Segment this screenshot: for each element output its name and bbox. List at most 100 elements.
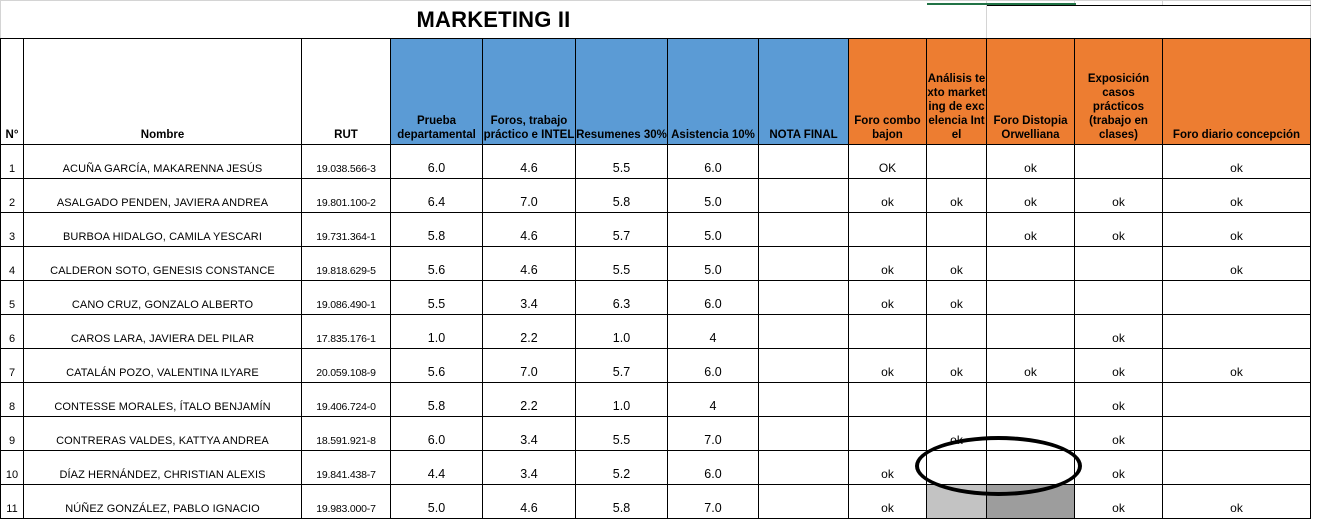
grade-foros[interactable]: 3.4: [482, 280, 576, 315]
mark-foro-distopia[interactable]: [986, 450, 1075, 485]
grade-asistencia[interactable]: 5.0: [667, 246, 759, 281]
grade-asistencia[interactable]: 4: [667, 382, 759, 417]
top-cell-right-3[interactable]: [1162, 0, 1311, 6]
grade-nota-final[interactable]: [758, 382, 849, 417]
grade-prueba[interactable]: 5.8: [390, 382, 483, 417]
student-rut[interactable]: 19.406.724-0: [301, 382, 391, 417]
grade-asistencia[interactable]: 5.0: [667, 178, 759, 213]
grade-prueba[interactable]: 5.6: [390, 348, 483, 383]
grade-resumenes[interactable]: 5.8: [575, 484, 668, 519]
header-rut[interactable]: RUT: [301, 38, 391, 145]
grade-resumenes[interactable]: 1.0: [575, 314, 668, 349]
mark-foro-distopia[interactable]: [986, 280, 1075, 315]
mark-foro-diario[interactable]: ok: [1162, 178, 1311, 213]
row-number[interactable]: 11: [0, 484, 24, 519]
row-number[interactable]: 1: [0, 144, 24, 179]
sheet-title[interactable]: MARKETING II: [0, 0, 987, 39]
mark-foro-distopia[interactable]: ok: [986, 212, 1075, 247]
row-number[interactable]: 3: [0, 212, 24, 247]
student-name[interactable]: DÍAZ HERNÁNDEZ, CHRISTIAN ALEXIS: [23, 450, 302, 485]
grade-nota-final[interactable]: [758, 246, 849, 281]
student-name[interactable]: BURBOA HIDALGO, CAMILA YESCARI: [23, 212, 302, 247]
grade-asistencia[interactable]: 6.0: [667, 280, 759, 315]
header-exposicion[interactable]: Exposición casos prácticos (trabajo en c…: [1074, 38, 1163, 145]
header-nombre[interactable]: Nombre: [23, 38, 302, 145]
mark-exposicion[interactable]: ok: [1074, 348, 1163, 383]
mark-foro-distopia[interactable]: [986, 314, 1075, 349]
mark-foro-combo[interactable]: [848, 314, 927, 349]
grade-asistencia[interactable]: 4: [667, 314, 759, 349]
student-rut[interactable]: 20.059.108-9: [301, 348, 391, 383]
grade-foros[interactable]: 7.0: [482, 348, 576, 383]
grade-asistencia[interactable]: 6.0: [667, 450, 759, 485]
student-name[interactable]: CALDERON SOTO, GENESIS CONSTANCE: [23, 246, 302, 281]
mark-analisis[interactable]: [926, 484, 987, 519]
mark-foro-distopia[interactable]: ok: [986, 348, 1075, 383]
student-name[interactable]: CATALÁN POZO, VALENTINA ILYARE: [23, 348, 302, 383]
student-rut[interactable]: 18.591.921-8: [301, 416, 391, 451]
mark-foro-combo[interactable]: ok: [848, 450, 927, 485]
grade-resumenes[interactable]: 5.2: [575, 450, 668, 485]
mark-exposicion[interactable]: ok: [1074, 416, 1163, 451]
mark-foro-diario[interactable]: ok: [1162, 484, 1311, 519]
mark-foro-diario[interactable]: [1162, 382, 1311, 417]
student-rut[interactable]: 19.983.000-7: [301, 484, 391, 519]
mark-analisis[interactable]: [926, 144, 987, 179]
grade-resumenes[interactable]: 5.7: [575, 348, 668, 383]
student-name[interactable]: ASALGADO PENDEN, JAVIERA ANDREA: [23, 178, 302, 213]
grade-foros[interactable]: 4.6: [482, 144, 576, 179]
grade-prueba[interactable]: 6.4: [390, 178, 483, 213]
mark-analisis[interactable]: [926, 450, 987, 485]
student-rut[interactable]: 19.086.490-1: [301, 280, 391, 315]
mark-analisis[interactable]: ok: [926, 178, 987, 213]
mark-foro-diario[interactable]: ok: [1162, 348, 1311, 383]
header-foro-diario[interactable]: Foro diario concepción: [1162, 38, 1311, 145]
mark-foro-diario[interactable]: [1162, 280, 1311, 315]
mark-foro-distopia[interactable]: [986, 382, 1075, 417]
grade-nota-final[interactable]: [758, 314, 849, 349]
grade-prueba[interactable]: 1.0: [390, 314, 483, 349]
mark-foro-combo[interactable]: ok: [848, 348, 927, 383]
mark-foro-distopia[interactable]: ok: [986, 144, 1075, 179]
grade-foros[interactable]: 4.6: [482, 484, 576, 519]
header-asistencia[interactable]: Asistencia 10%: [667, 38, 759, 145]
header-nota-final[interactable]: NOTA FINAL: [758, 38, 849, 145]
title-row-blank[interactable]: [986, 5, 1311, 39]
grade-nota-final[interactable]: [758, 484, 849, 519]
row-number[interactable]: 6: [0, 314, 24, 349]
student-name[interactable]: CANO CRUZ, GONZALO ALBERTO: [23, 280, 302, 315]
student-name[interactable]: NÚÑEZ GONZÁLEZ, PABLO IGNACIO: [23, 484, 302, 519]
grade-resumenes[interactable]: 5.7: [575, 212, 668, 247]
student-name[interactable]: ACUÑA GARCÍA, MAKARENNA JESÚS: [23, 144, 302, 179]
mark-foro-diario[interactable]: [1162, 450, 1311, 485]
grade-nota-final[interactable]: [758, 178, 849, 213]
grade-asistencia[interactable]: 6.0: [667, 348, 759, 383]
grade-prueba[interactable]: 6.0: [390, 144, 483, 179]
mark-exposicion[interactable]: [1074, 246, 1163, 281]
student-rut[interactable]: 19.731.364-1: [301, 212, 391, 247]
grade-asistencia[interactable]: 7.0: [667, 416, 759, 451]
mark-analisis[interactable]: ok: [926, 280, 987, 315]
mark-foro-combo[interactable]: OK: [848, 144, 927, 179]
row-number[interactable]: 10: [0, 450, 24, 485]
mark-foro-distopia[interactable]: [986, 484, 1075, 519]
header-foros[interactable]: Foros, trabajo práctico e INTEL: [482, 38, 576, 145]
mark-exposicion[interactable]: ok: [1074, 178, 1163, 213]
mark-exposicion[interactable]: ok: [1074, 484, 1163, 519]
grade-foros[interactable]: 7.0: [482, 178, 576, 213]
header-n[interactable]: N°: [0, 38, 24, 145]
mark-foro-combo[interactable]: ok: [848, 246, 927, 281]
header-prueba[interactable]: Prueba departamental: [390, 38, 483, 145]
grade-nota-final[interactable]: [758, 348, 849, 383]
student-name[interactable]: CAROS LARA, JAVIERA DEL PILAR: [23, 314, 302, 349]
mark-foro-combo[interactable]: ok: [848, 280, 927, 315]
row-number[interactable]: 2: [0, 178, 24, 213]
grade-foros[interactable]: 2.2: [482, 314, 576, 349]
grade-prueba[interactable]: 4.4: [390, 450, 483, 485]
header-analisis[interactable]: Análisis texto marketing de excelencia I…: [926, 38, 987, 145]
student-name[interactable]: CONTESSE MORALES, ÍTALO BENJAMÍN: [23, 382, 302, 417]
mark-exposicion[interactable]: ok: [1074, 382, 1163, 417]
mark-foro-combo[interactable]: [848, 382, 927, 417]
student-rut[interactable]: 19.801.100-2: [301, 178, 391, 213]
mark-exposicion[interactable]: [1074, 280, 1163, 315]
